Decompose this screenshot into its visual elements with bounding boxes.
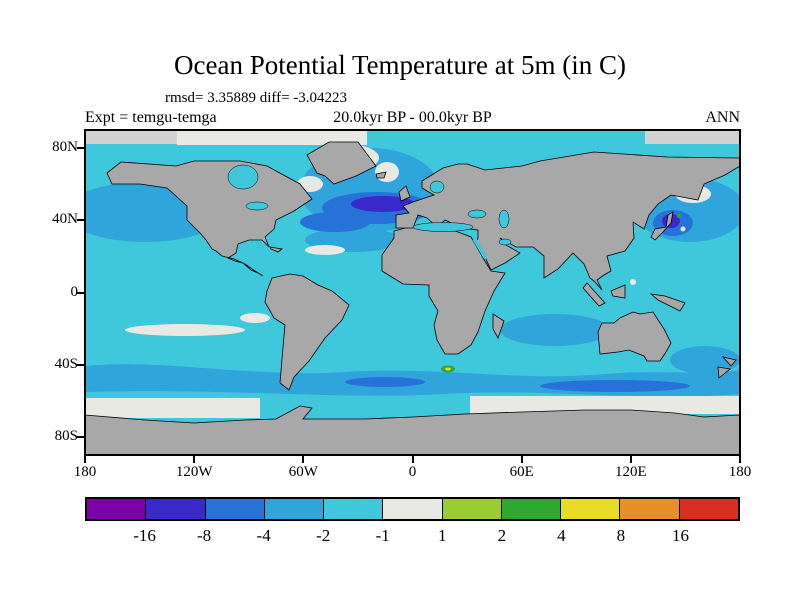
experiment-label: Expt = temgu-temga — [85, 109, 217, 126]
x-axis-tick-mark — [739, 456, 741, 463]
warm-speck — [445, 367, 451, 371]
colorbar-boundary-label: -16 — [133, 526, 156, 545]
colorbar-boundary-label: 16 — [671, 526, 689, 545]
anomaly-patch — [540, 380, 690, 392]
season-label: ANN — [705, 109, 740, 126]
x-axis-tick-label: 120E — [614, 464, 647, 480]
y-axis-tick-mark — [77, 435, 84, 438]
colorbar-boundary-label: 8 — [616, 526, 626, 545]
y-axis-tick-mark — [77, 291, 84, 294]
colorbar-segment — [383, 499, 443, 519]
y-axis-tick-label: 0 — [70, 283, 79, 300]
x-axis-tick-label: 180 — [73, 464, 97, 480]
continent-antarctica — [85, 405, 740, 455]
island-borneo — [610, 284, 626, 299]
anomaly-patch — [670, 346, 740, 374]
x-axis-tick-mark — [84, 456, 86, 463]
anomaly-patch — [375, 162, 399, 182]
stats-line: rmsd= 3.35889 diff= -3.04223 — [165, 90, 348, 106]
x-axis-tick-mark — [193, 456, 196, 463]
world-map-plot — [85, 130, 740, 455]
continent-africa — [381, 225, 506, 355]
great-lakes — [245, 201, 269, 211]
colorbar-boundary-label: -8 — [196, 526, 212, 545]
island-new-guinea — [649, 293, 686, 312]
arctic-white-band — [177, 130, 367, 145]
anomaly-patch — [630, 279, 636, 285]
anomaly-patch — [300, 212, 370, 232]
inland-seas-layer — [227, 164, 512, 259]
y-axis-tick-label: 40N — [52, 211, 78, 228]
colorbar-boundary-label: -1 — [375, 526, 390, 545]
colorbar-segment — [620, 499, 680, 519]
colorbar-boundary-label: -4 — [256, 526, 271, 545]
continents-layer — [85, 141, 740, 455]
y-axis-tick-label: 80N — [52, 139, 78, 156]
island-great-britain — [398, 185, 411, 202]
colorbar-segment — [146, 499, 206, 519]
island-sumatra — [582, 282, 606, 307]
colorbar-segment — [205, 499, 265, 519]
colorbar-segment — [561, 499, 621, 519]
anomaly-patch — [351, 196, 415, 212]
island-greenland — [306, 141, 377, 185]
red-sea — [473, 238, 487, 259]
x-axis-tick-mark — [302, 456, 305, 463]
colorbar-boundary-label: 4 — [557, 526, 566, 545]
colorbar-segment — [87, 499, 147, 519]
y-axis-tick-mark — [77, 363, 84, 366]
antarctic-white-band — [470, 396, 740, 414]
y-axis-tick-mark — [77, 219, 84, 222]
island-japan — [650, 211, 674, 241]
anomaly-patch — [500, 314, 610, 346]
persian-gulf — [498, 238, 512, 246]
warm-speck — [677, 214, 681, 218]
colorbar-segment — [501, 499, 562, 519]
anomaly-patch — [305, 245, 345, 255]
x-axis-tick-mark — [629, 456, 632, 463]
x-axis-tick-label: 0 — [408, 464, 417, 480]
colorbar-segment — [324, 499, 384, 519]
hudson-bay — [227, 164, 259, 190]
caspian-sea — [498, 209, 510, 229]
antarctic-white-band — [85, 398, 260, 418]
x-axis-tick-label: 60W — [288, 464, 318, 480]
x-axis-tick-label: 120W — [175, 464, 213, 480]
continent-australia — [597, 311, 672, 362]
island-iceland — [375, 171, 387, 179]
nodata-corner — [85, 130, 177, 144]
x-axis-tick-label: 180 — [728, 464, 752, 480]
y-axis-tick-label: 80S — [54, 427, 78, 444]
page-title: Ocean Potential Temperature at 5m (in C) — [174, 50, 626, 80]
colorbar-boundary-label: 1 — [438, 526, 447, 545]
colorbar-segment — [679, 499, 738, 519]
anomaly-patch — [680, 226, 686, 232]
nodata-corner — [645, 130, 740, 144]
x-axis-tick-mark — [411, 456, 414, 463]
anomaly-patch — [240, 313, 270, 323]
anomaly-layer-warm-specks — [441, 214, 681, 373]
period-label: 20.0kyr BP - 00.0kyr BP — [333, 109, 492, 126]
anomaly-patch — [345, 377, 425, 387]
nodata-regions — [85, 130, 740, 144]
baltic-sea — [429, 180, 445, 194]
mediterranean-sea — [412, 222, 474, 232]
x-axis-tick-mark — [520, 456, 523, 463]
colorbar-boundary-label: 2 — [497, 526, 507, 545]
continent-north-america — [106, 160, 313, 277]
continent-south-america — [264, 273, 350, 391]
anomaly-patch — [125, 324, 245, 336]
x-axis-tick-label: 60E — [509, 464, 534, 480]
colorbar-segment — [442, 499, 502, 519]
colorbar-segments — [85, 497, 740, 521]
island-madagascar — [492, 313, 505, 339]
y-axis-tick-mark — [77, 147, 84, 150]
colorbar-segment — [264, 499, 325, 519]
island-cuba — [269, 246, 283, 253]
island-new-zealand-south — [717, 366, 731, 379]
colorbar-boundary-label: -2 — [316, 526, 331, 545]
black-sea — [467, 209, 487, 219]
island-new-zealand-north — [721, 356, 737, 367]
y-axis-tick-label: 40S — [54, 355, 78, 372]
